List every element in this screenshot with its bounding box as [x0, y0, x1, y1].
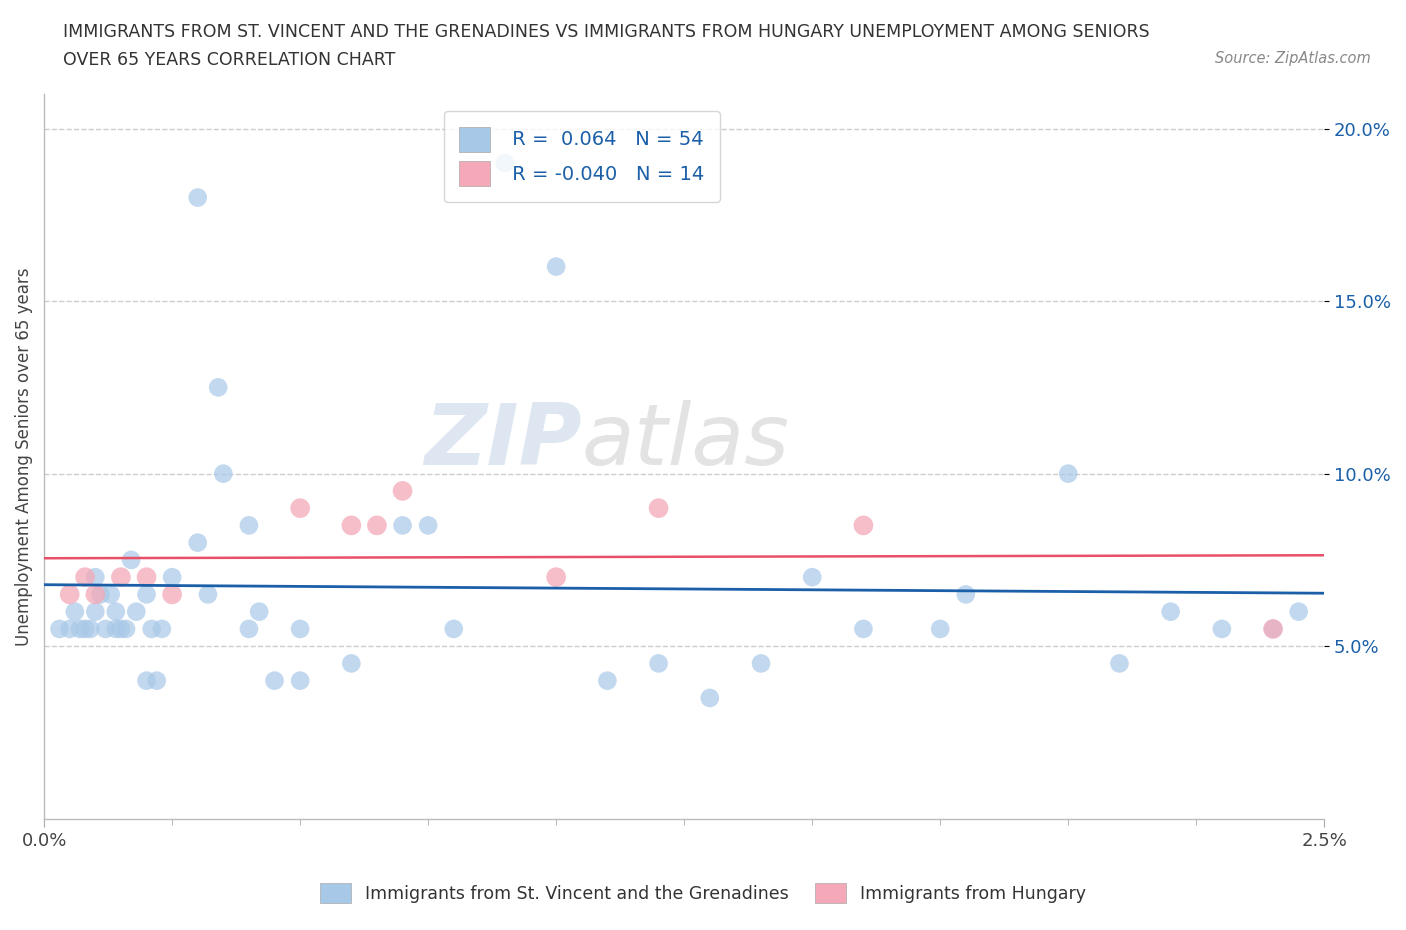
Point — [340, 518, 363, 533]
Point — [647, 500, 669, 515]
Point — [135, 673, 157, 688]
Point — [1108, 656, 1130, 671]
Point — [89, 587, 111, 602]
Point — [596, 673, 619, 688]
Point — [135, 587, 157, 602]
Point — [75, 621, 97, 636]
Point — [94, 621, 117, 636]
Y-axis label: Unemployment Among Seniors over 65 years: Unemployment Among Seniors over 65 years — [15, 267, 32, 645]
Point — [110, 570, 132, 585]
Point — [59, 587, 82, 602]
Point — [546, 259, 568, 274]
Point — [197, 587, 219, 602]
Legend:  R =  0.064   N = 54,  R = -0.040   N = 14: R = 0.064 N = 54, R = -0.040 N = 14 — [444, 111, 720, 202]
Point — [494, 155, 516, 170]
Point — [104, 604, 127, 619]
Point — [84, 604, 107, 619]
Point — [443, 621, 465, 636]
Point — [63, 604, 86, 619]
Point — [120, 552, 142, 567]
Point — [247, 604, 270, 619]
Point — [1261, 621, 1284, 636]
Text: ZIP: ZIP — [425, 401, 582, 484]
Point — [1211, 621, 1233, 636]
Point — [238, 518, 260, 533]
Point — [84, 570, 107, 585]
Point — [418, 518, 440, 533]
Point — [699, 690, 721, 705]
Point — [207, 380, 229, 395]
Point — [145, 673, 167, 688]
Point — [546, 570, 568, 585]
Point — [187, 190, 209, 205]
Point — [59, 621, 82, 636]
Point — [955, 587, 977, 602]
Point — [288, 621, 311, 636]
Point — [263, 673, 285, 688]
Point — [135, 570, 157, 585]
Point — [141, 621, 163, 636]
Point — [929, 621, 952, 636]
Point — [238, 621, 260, 636]
Point — [100, 587, 122, 602]
Point — [125, 604, 148, 619]
Legend: Immigrants from St. Vincent and the Grenadines, Immigrants from Hungary: Immigrants from St. Vincent and the Gren… — [307, 869, 1099, 917]
Point — [852, 518, 875, 533]
Point — [79, 621, 101, 636]
Point — [1057, 466, 1080, 481]
Point — [187, 535, 209, 550]
Point — [288, 500, 311, 515]
Text: OVER 65 YEARS CORRELATION CHART: OVER 65 YEARS CORRELATION CHART — [63, 51, 395, 69]
Point — [391, 518, 413, 533]
Point — [160, 587, 183, 602]
Point — [115, 621, 138, 636]
Text: atlas: atlas — [582, 401, 790, 484]
Point — [212, 466, 235, 481]
Point — [852, 621, 875, 636]
Point — [160, 570, 183, 585]
Point — [69, 621, 91, 636]
Point — [391, 484, 413, 498]
Point — [1288, 604, 1310, 619]
Point — [340, 656, 363, 671]
Point — [801, 570, 824, 585]
Text: Source: ZipAtlas.com: Source: ZipAtlas.com — [1215, 51, 1371, 66]
Point — [1261, 621, 1284, 636]
Point — [1160, 604, 1182, 619]
Point — [104, 621, 127, 636]
Point — [110, 621, 132, 636]
Point — [749, 656, 772, 671]
Point — [75, 570, 97, 585]
Point — [84, 587, 107, 602]
Point — [288, 673, 311, 688]
Text: IMMIGRANTS FROM ST. VINCENT AND THE GRENADINES VS IMMIGRANTS FROM HUNGARY UNEMPL: IMMIGRANTS FROM ST. VINCENT AND THE GREN… — [63, 23, 1150, 41]
Point — [150, 621, 173, 636]
Point — [647, 656, 669, 671]
Point — [48, 621, 70, 636]
Point — [366, 518, 388, 533]
